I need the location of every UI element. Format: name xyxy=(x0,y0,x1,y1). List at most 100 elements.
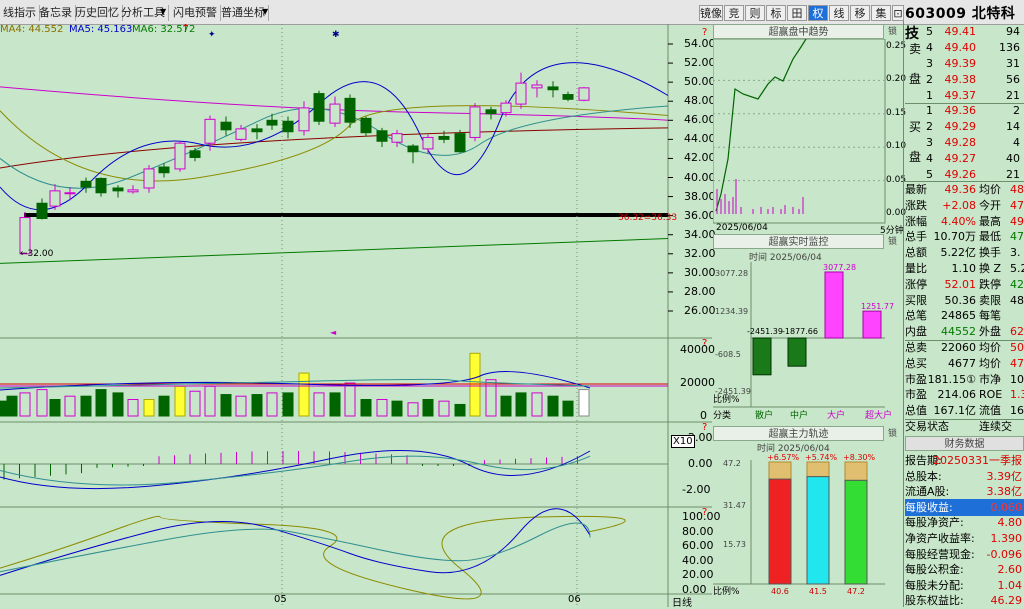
finance-row[interactable]: 流通A股: 3.38亿 xyxy=(905,483,1024,500)
volume-bar xyxy=(454,403,466,417)
quote-row: 内盘 44552 外盘 62 xyxy=(905,324,1024,340)
quote-key: 量比 xyxy=(905,262,927,275)
volume-bar xyxy=(407,402,419,417)
set-button[interactable]: 集 xyxy=(871,5,891,21)
sell-side-label: 盘 xyxy=(909,72,922,86)
order-book-divider xyxy=(905,181,1024,182)
volume-bar xyxy=(251,394,263,417)
candle-body xyxy=(204,118,216,144)
quote-row: 总笔 24865 每笔 xyxy=(905,308,1024,324)
compete-button[interactable]: 竞 xyxy=(724,5,744,21)
quote-value: +2.08 xyxy=(942,198,976,212)
quote-value: 1.10 xyxy=(951,262,977,275)
trend-period[interactable]: 5分钟 xyxy=(880,226,904,236)
window-icon[interactable]: ⊡ xyxy=(892,5,904,21)
quote-key: 均价 xyxy=(979,341,1001,354)
sell-price[interactable]: 49.39 xyxy=(944,57,977,70)
volume-bar xyxy=(49,399,61,417)
sell-price[interactable]: 49.38 xyxy=(944,73,977,86)
mark-button[interactable]: 标 xyxy=(766,5,786,21)
quote-value: 44552 xyxy=(941,325,976,339)
rule-button[interactable]: 则 xyxy=(745,5,765,21)
candle-body xyxy=(313,93,325,122)
mirror-button[interactable]: 镜像 xyxy=(699,5,723,21)
buy-volume: 14 xyxy=(1006,120,1020,133)
finance-row[interactable]: 净资产收益率: 1.390 xyxy=(905,530,1024,547)
buy-price[interactable]: 49.27 xyxy=(944,152,977,165)
quote-value: 49.36 xyxy=(944,183,977,196)
monitor-ratio-label: 比例% xyxy=(713,393,740,405)
quote-key: 总卖 xyxy=(905,341,927,354)
candle-body xyxy=(485,109,497,115)
move-button[interactable]: 移 xyxy=(850,5,870,21)
candle-body xyxy=(515,82,527,105)
toolbar-item-lightning-alert[interactable]: 闪电预警 xyxy=(170,5,221,21)
sell-price[interactable]: 49.41 xyxy=(944,25,977,38)
track-bar-bottom-label: 41.5 xyxy=(809,587,827,596)
track-panel-title: 超赢主力轨迹 xyxy=(713,426,884,441)
volume-bar xyxy=(438,400,450,417)
volume-bar xyxy=(562,400,574,417)
buy-price[interactable]: 49.28 xyxy=(944,136,977,149)
quote-key: 最新 xyxy=(905,183,927,196)
finance-row[interactable]: 每股公积金: 2.60 xyxy=(905,561,1024,578)
finance-value: 1.04 xyxy=(997,578,1023,592)
candle-body xyxy=(578,87,590,101)
grid-button[interactable]: 田 xyxy=(787,5,807,21)
quote-key: 买限 xyxy=(905,293,927,307)
lock-icon[interactable]: 锁 xyxy=(888,237,898,247)
quote-divider xyxy=(905,419,1024,421)
quote-row: 涨停 52.01 跌停 42 xyxy=(905,277,1024,293)
period-label[interactable]: 日线 xyxy=(672,598,692,609)
track-time: 时间 2025/06/04 xyxy=(757,444,830,454)
price-axis-label: 28.00 xyxy=(684,284,716,298)
toolbar-item-line-indicator[interactable]: 线指示 xyxy=(0,5,40,21)
volume-bar xyxy=(189,390,201,417)
toolbar-item-coordinates[interactable]: 普通坐标 xyxy=(218,5,269,21)
sell-price[interactable]: 49.37 xyxy=(944,89,977,102)
finance-row[interactable]: 每股收益: 0.060 xyxy=(905,498,1024,516)
volume-bar xyxy=(282,392,294,417)
buy-price[interactable]: 49.29 xyxy=(944,120,977,133)
candle-body xyxy=(547,86,559,91)
candle-body xyxy=(531,84,543,89)
toolbar-item-memo[interactable]: 备忘录 xyxy=(36,5,76,21)
monitor-category-label: 大户 xyxy=(827,409,845,421)
finance-label: 每股净资产: xyxy=(905,516,964,530)
finance-row[interactable]: 每股经营现金: -0.096 xyxy=(905,546,1024,563)
finance-value: 1.390 xyxy=(990,532,1023,545)
lock-icon[interactable]: 锁 xyxy=(888,429,898,439)
candle-body xyxy=(220,121,232,131)
sell-volume: 94 xyxy=(1006,25,1020,38)
price-axis-label: 32.00 xyxy=(684,246,716,260)
finance-label: 股东权益比: xyxy=(905,594,964,608)
finance-value: -0.096 xyxy=(986,547,1022,561)
finance-row[interactable]: 股东权益比: 46.29 xyxy=(905,592,1024,609)
buy-price[interactable]: 49.36 xyxy=(944,104,977,117)
line-button[interactable]: 线 xyxy=(829,5,849,21)
toolbar-item-analysis-tools[interactable]: 分析工具 xyxy=(118,5,169,21)
volume-bar xyxy=(127,399,139,417)
finance-row[interactable]: 每股净资产: 4.80 xyxy=(905,514,1024,531)
finance-row[interactable]: 总股本: 3.39亿 xyxy=(905,468,1024,485)
ma4-label: MA4: 44.552 xyxy=(0,24,64,35)
trend-axis-label: 0.15 xyxy=(886,107,907,118)
main-kline-chart[interactable]: ✦ ✱ ◄???? xyxy=(0,24,712,607)
rights-button[interactable]: 权 xyxy=(808,5,828,21)
buy-price[interactable]: 49.26 xyxy=(944,168,977,181)
finance-row[interactable]: 每股未分配: 1.04 xyxy=(905,577,1024,594)
finance-row[interactable]: 报告期: 20250331一季报 xyxy=(905,452,1024,469)
up-arrow-icon: ↑ xyxy=(181,22,191,35)
candle-body xyxy=(500,102,512,114)
finance-title: 财务数据 xyxy=(905,436,1024,451)
monitor-bar xyxy=(862,310,882,339)
lock-icon[interactable]: 锁 xyxy=(888,27,898,37)
volume-bar xyxy=(220,394,232,417)
quote-row: 买限 50.36 卖限 48 xyxy=(905,293,1024,309)
quote-key: 外盘 xyxy=(979,325,1001,339)
sell-price[interactable]: 49.40 xyxy=(944,41,977,54)
toolbar-item-history[interactable]: 历史回忆 xyxy=(72,5,123,21)
candle-body xyxy=(344,97,356,123)
quote-row: 涨跌 +2.08 今开 47 xyxy=(905,198,1024,214)
quote-key: 涨跌 xyxy=(905,198,927,212)
